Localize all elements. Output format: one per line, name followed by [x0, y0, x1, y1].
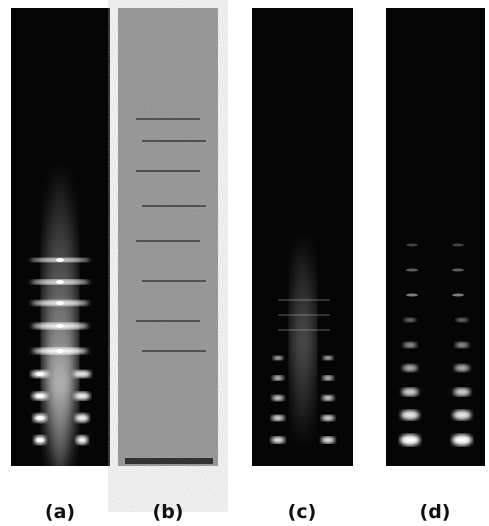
dark-line [142, 350, 206, 352]
faint-blob [452, 244, 464, 247]
blob [273, 376, 284, 381]
blob [323, 356, 333, 360]
streak-core [36, 372, 44, 376]
blob [454, 365, 469, 372]
blob [403, 342, 417, 347]
dark-line [142, 205, 206, 207]
streak-core [56, 324, 64, 328]
streak [74, 392, 90, 400]
panel-label: (c) [288, 501, 317, 523]
blob [400, 435, 420, 446]
streak [73, 370, 91, 377]
streak-core [36, 438, 44, 442]
streak-core [36, 416, 44, 420]
blob [402, 365, 417, 372]
blob [454, 388, 471, 396]
faint-blob [452, 269, 464, 272]
blob [273, 356, 283, 360]
faint-blob [406, 244, 418, 247]
panel-label: (b) [153, 501, 184, 523]
blob [321, 437, 335, 443]
blob [453, 410, 471, 420]
blob [323, 376, 334, 381]
blob [456, 318, 468, 322]
blob [452, 435, 472, 446]
faint-blob [452, 294, 464, 297]
streak-core [56, 349, 64, 353]
blob [272, 415, 285, 421]
glow [44, 160, 76, 480]
figure: (a) (b) (c) (d) [0, 0, 489, 526]
glow [291, 230, 315, 450]
blob [322, 415, 335, 421]
bottom-band [125, 458, 213, 464]
blob [402, 388, 419, 396]
faint-blob [406, 269, 418, 272]
dark-line [136, 240, 200, 242]
dark-line [142, 280, 206, 282]
panel-label: (a) [45, 501, 75, 523]
blob [404, 318, 416, 322]
streak [76, 436, 88, 445]
blob [401, 410, 419, 420]
streak-core [56, 258, 64, 262]
dark-line [142, 140, 206, 142]
blob [271, 437, 285, 443]
blob [455, 342, 469, 347]
streak-core [36, 394, 44, 398]
blob [322, 395, 334, 400]
streak-core [56, 301, 64, 305]
dark-line [136, 320, 200, 322]
streak-core [56, 280, 64, 284]
dark-line [136, 118, 200, 120]
streak [75, 414, 89, 422]
blob [272, 395, 284, 400]
dark-line [136, 170, 200, 172]
panel-label: (d) [420, 501, 451, 523]
panel-b-noise [118, 8, 218, 466]
panel-d [386, 8, 485, 466]
faint-blob [406, 294, 418, 297]
